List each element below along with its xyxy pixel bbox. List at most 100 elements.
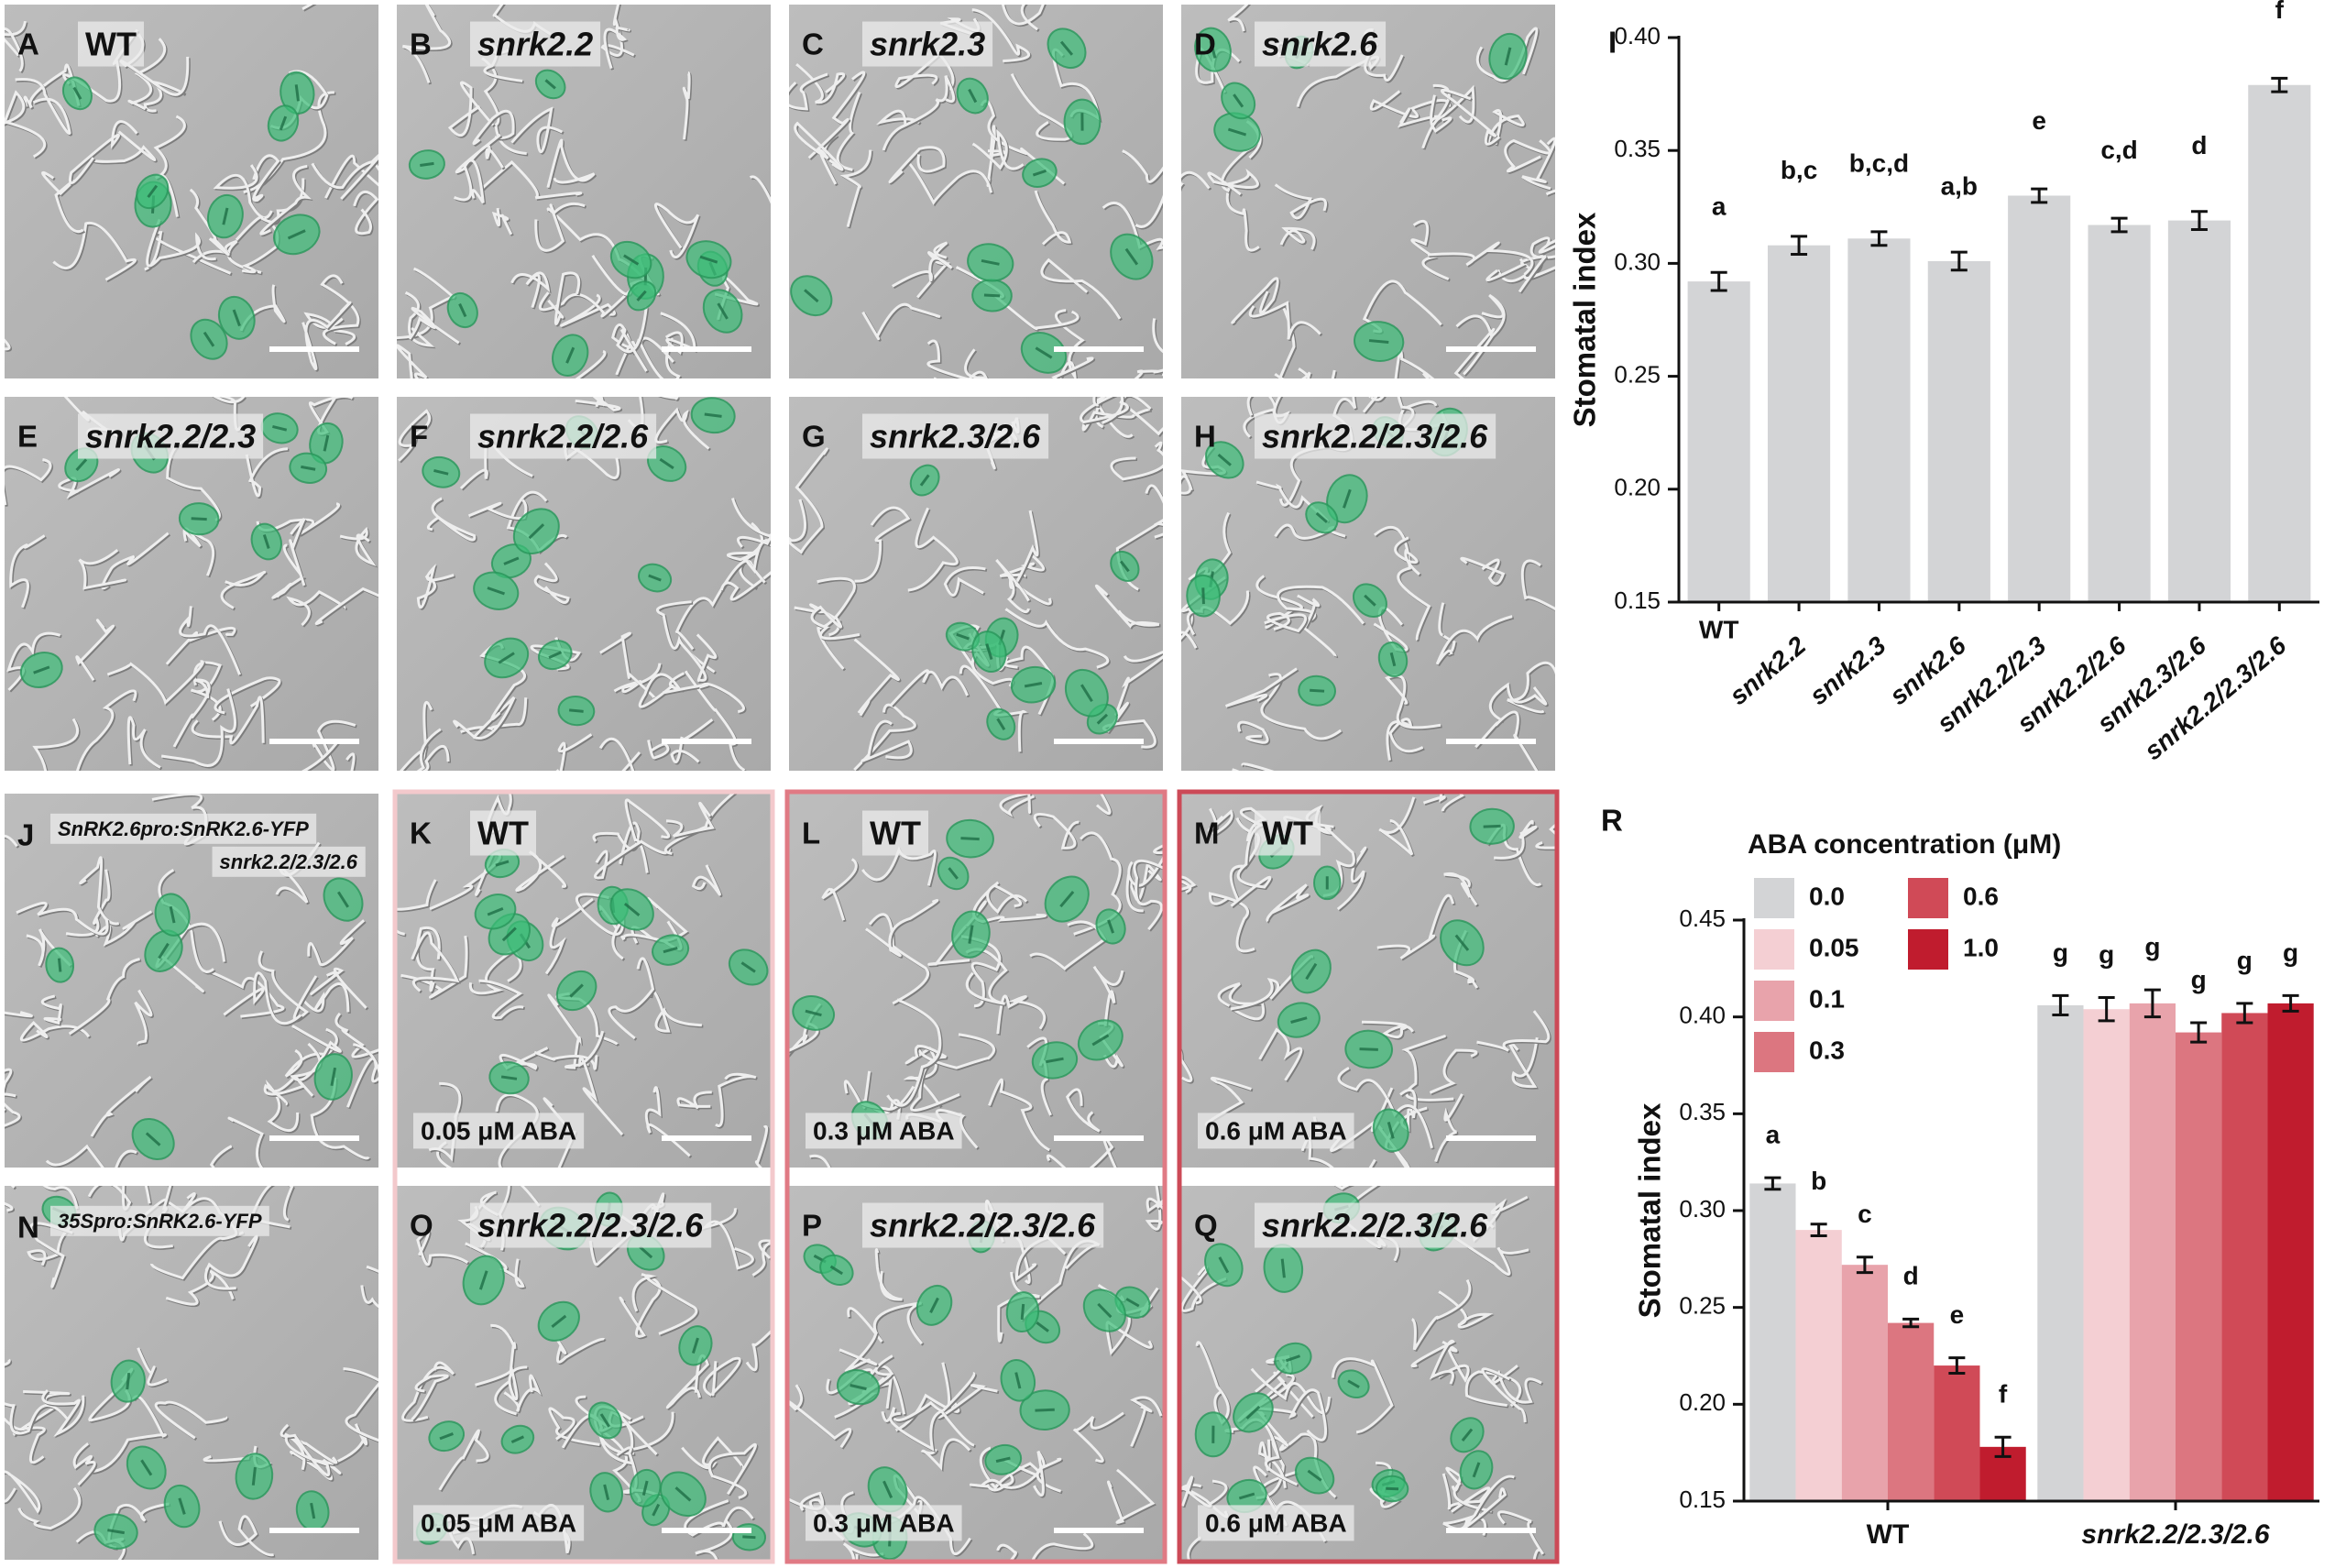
cell-wall [608, 957, 655, 1040]
cell-wall [575, 349, 607, 378]
cell-wall [1146, 1197, 1163, 1213]
cell-wall [684, 1499, 754, 1537]
cell-wall-shadow [1486, 256, 1549, 294]
stoma-pore [804, 289, 819, 303]
cell-wall-shadow [47, 1146, 139, 1168]
cell-wall-shadow [214, 677, 282, 716]
cell-wall [1481, 1367, 1527, 1422]
cell-wall [245, 447, 289, 498]
micrograph-image [789, 397, 1163, 771]
micrograph-image [1181, 1186, 1555, 1560]
label-background [806, 1505, 962, 1541]
micrograph-image [5, 1186, 378, 1560]
panel-letter: A [17, 27, 39, 61]
stoma-pore [1310, 688, 1325, 693]
stoma-pore [717, 302, 729, 320]
stoma-pore [287, 229, 306, 240]
stoma-pore [1080, 684, 1093, 703]
cell-wall [555, 1337, 606, 1364]
y-axis-label: Stomatal index [1633, 1102, 1667, 1318]
cell-wall [1485, 255, 1547, 293]
stoma-pore [565, 346, 576, 364]
cell-wall [648, 990, 702, 1033]
stoma-pore [956, 632, 970, 641]
micrograph-image [1181, 5, 1555, 378]
stoma-pore [323, 434, 330, 452]
cell-wall [578, 1030, 624, 1136]
cell-wall [839, 1332, 878, 1373]
cell-wall-shadow [305, 740, 342, 771]
cell-wall [691, 864, 721, 896]
cell-wall [301, 739, 341, 771]
cell-wall [707, 1442, 757, 1499]
cell-wall [789, 1384, 852, 1449]
cell-wall [346, 1043, 378, 1108]
cell-wall [972, 881, 1047, 924]
cell-wall [715, 1072, 757, 1127]
cell-wall [5, 1011, 33, 1018]
cell-wall [415, 926, 441, 992]
cell-wall [5, 1068, 13, 1112]
cell-wall [1453, 314, 1496, 378]
cell-wall [737, 535, 771, 584]
stoma-pore [704, 412, 722, 418]
cell-wall [695, 1519, 733, 1560]
cell-wall [1435, 615, 1513, 665]
cell-wall [172, 678, 211, 748]
micrograph-image [789, 1186, 1163, 1560]
cell-wall [1224, 667, 1298, 707]
stoma-pore [72, 86, 82, 100]
cell-wall [665, 801, 715, 838]
cell-wall [23, 63, 81, 109]
cell-wall-shadow [855, 508, 912, 585]
y-tick-label: 0.15 [1679, 1486, 1726, 1513]
panel-label-line2: snrk2.2/2.3/2.6 [220, 850, 358, 873]
treatment-label: 0.6 μM ABA [1205, 1508, 1347, 1537]
label-background [470, 413, 657, 459]
cell-wall [701, 1208, 754, 1270]
cell-wall [745, 1329, 771, 1372]
cell-wall [16, 901, 109, 936]
stoma-pore [699, 255, 718, 264]
legend-label: 0.3 [1809, 1036, 1845, 1064]
cell-wall [1394, 536, 1420, 576]
cell-wall [1145, 484, 1163, 504]
legend-label: 0.0 [1809, 882, 1845, 910]
y-tick-label: 0.30 [1679, 1195, 1726, 1223]
y-tick-label: 0.20 [1679, 1388, 1726, 1416]
cell-wall [1376, 894, 1455, 960]
cell-wall [971, 8, 1031, 63]
cell-wall [5, 90, 46, 159]
cell-wall [681, 1436, 744, 1469]
stoma-pore [1389, 652, 1397, 667]
cell-wall [1051, 356, 1094, 378]
bar [1795, 1230, 1842, 1501]
cell-wall [1181, 170, 1211, 190]
stoma-pore [740, 961, 756, 973]
stoma-pore [1285, 1354, 1301, 1363]
cell-wall [847, 1301, 924, 1345]
cell-wall [1110, 441, 1163, 481]
cell-wall [284, 1027, 338, 1078]
y-tick-label: 0.25 [1679, 1292, 1726, 1320]
panel-letter: C [802, 27, 824, 61]
cell-wall [1361, 1020, 1415, 1039]
stoma-pore [948, 867, 959, 880]
cell-wall [401, 1361, 455, 1422]
cell-wall-shadow [253, 155, 281, 203]
cell-wall [345, 752, 356, 771]
cell-wall [1031, 1532, 1094, 1560]
label-background [413, 1113, 585, 1149]
significance-letter: c [1858, 1200, 1872, 1228]
cell-wall [1004, 608, 1110, 669]
cell-wall [662, 682, 746, 714]
cell-wall-shadow [325, 156, 378, 201]
cell-wall [986, 883, 1028, 915]
legend-label: 1.0 [1963, 933, 1999, 961]
cell-wall [455, 133, 504, 174]
cell-wall [343, 1366, 378, 1442]
stoma-pore [996, 718, 1006, 730]
cell-wall [165, 1267, 235, 1306]
